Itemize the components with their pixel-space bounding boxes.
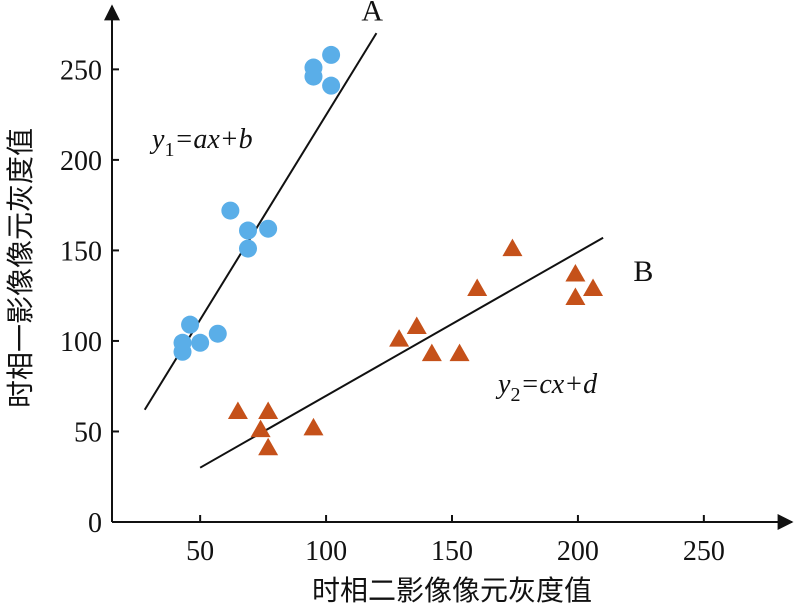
y-tick-label: 250 bbox=[60, 55, 102, 86]
point-b bbox=[583, 278, 604, 296]
x-tick-label: 200 bbox=[557, 536, 599, 567]
point-b bbox=[467, 278, 488, 296]
point-a bbox=[191, 333, 210, 352]
point-b bbox=[389, 329, 410, 347]
point-b bbox=[502, 238, 523, 257]
point-b bbox=[227, 401, 248, 420]
point-b bbox=[449, 343, 470, 362]
point-a bbox=[259, 219, 278, 238]
point-b bbox=[421, 343, 442, 362]
fit-line-b bbox=[199, 236, 604, 469]
point-b bbox=[565, 263, 586, 282]
equation-a: y1=ax+b bbox=[149, 124, 253, 161]
x-tick-label: 250 bbox=[683, 536, 725, 567]
x-axis-title: 时相二影像像元灰度值 bbox=[312, 574, 592, 607]
group-label-a: A bbox=[361, 0, 383, 27]
point-b bbox=[406, 316, 427, 334]
point-a bbox=[181, 315, 200, 334]
equation-b: y2=cx+d bbox=[495, 369, 598, 406]
point-a bbox=[208, 324, 227, 343]
group-label-b: B bbox=[633, 255, 653, 288]
annotations: A By1=ax+b y2=cx+d bbox=[149, 0, 653, 406]
y-axis-title: 时相一影像像元灰度值 bbox=[4, 128, 37, 408]
point-a bbox=[173, 342, 192, 361]
point-a bbox=[239, 221, 257, 240]
fit-lines bbox=[143, 32, 604, 469]
x-tick-label: 150 bbox=[431, 536, 473, 567]
point-a bbox=[304, 67, 323, 86]
y-tick-label: 0 bbox=[88, 508, 102, 539]
point-b bbox=[565, 287, 586, 305]
y-tick-label: 200 bbox=[60, 146, 102, 177]
y-tick-label: 100 bbox=[60, 327, 102, 358]
y-tick-label: 150 bbox=[60, 236, 102, 267]
point-b bbox=[303, 417, 324, 436]
x-ticks: 50 100 150 200 250 bbox=[186, 515, 725, 567]
point-a bbox=[322, 76, 341, 95]
y-ticks: 0 50 100 150 200 250 bbox=[60, 55, 119, 539]
point-b bbox=[258, 437, 279, 456]
x-tick-label: 50 bbox=[186, 536, 214, 567]
data-points bbox=[173, 45, 604, 456]
x-tick-label: 100 bbox=[305, 536, 347, 567]
y-tick-label: 50 bbox=[74, 417, 102, 448]
point-b bbox=[258, 401, 279, 420]
point-a bbox=[239, 239, 257, 258]
point-b bbox=[250, 419, 271, 438]
point-a bbox=[322, 45, 341, 64]
point-a bbox=[221, 201, 240, 220]
